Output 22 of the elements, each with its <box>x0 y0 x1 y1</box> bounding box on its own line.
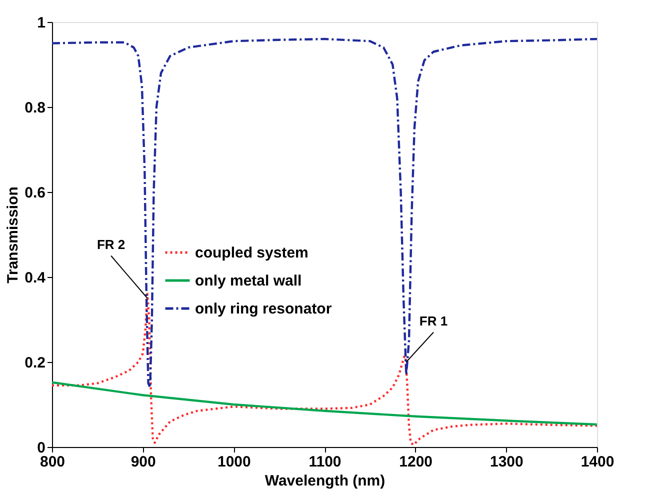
y-tick-label: 0.8 <box>24 100 46 116</box>
line-series <box>52 381 597 426</box>
y-tick-label: 0.6 <box>24 184 46 202</box>
y-tick-label: 1 <box>37 14 46 32</box>
x-tick-label: 1000 <box>217 454 251 470</box>
y-tick-label: 0.4 <box>24 270 46 286</box>
annotation: FR 2 <box>96 236 126 252</box>
legend-label: only ring resonator <box>195 300 332 318</box>
x-tick-label: 800 <box>40 454 66 470</box>
annotation: FR 1 <box>419 313 448 328</box>
x-tick-label: 1200 <box>399 454 433 470</box>
y-tick-label: 0.2 <box>24 354 46 372</box>
y-axis-title: Transmission <box>4 186 22 284</box>
line-series <box>52 38 597 389</box>
legend-label: only metal wall <box>195 272 302 290</box>
x-tick-label: 1400 <box>580 454 614 470</box>
x-tick-label: 1300 <box>490 454 524 470</box>
legend-label: coupled system <box>195 244 308 262</box>
x-axis-title: Wavelength (nm) <box>264 472 386 490</box>
x-tick-label: 900 <box>130 454 156 470</box>
x-tick-label: 1100 <box>308 454 342 470</box>
y-tick-label: 0 <box>37 440 46 456</box>
